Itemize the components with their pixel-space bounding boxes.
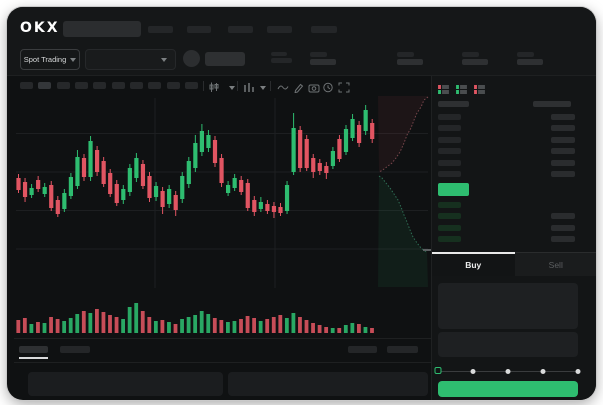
nav-item-placeholder[interactable]	[311, 26, 337, 33]
draw-tool-icon[interactable]	[293, 80, 305, 98]
okx-logo: OKX	[20, 20, 60, 36]
timeframe-slot[interactable]	[112, 82, 125, 89]
timeframe-slot[interactable]	[75, 82, 88, 89]
camera-icon[interactable]	[308, 80, 320, 98]
chevron-down-icon	[70, 57, 77, 62]
search-input[interactable]	[63, 21, 141, 37]
ask-row[interactable]	[438, 123, 586, 135]
timeframe-slot[interactable]	[148, 82, 161, 89]
last-price-badge	[438, 183, 469, 196]
timeframe-slot[interactable]	[130, 82, 143, 89]
pair-name-placeholder[interactable]	[205, 52, 245, 66]
bottom-tab[interactable]	[60, 346, 90, 353]
nav-item-placeholder[interactable]	[267, 26, 292, 33]
timeframe-slot[interactable]	[57, 82, 70, 89]
timeframe-slot[interactable]	[20, 82, 33, 89]
line-tool-icon[interactable]	[277, 80, 289, 98]
ticker-stat-label	[397, 52, 414, 57]
ticker-stat-label	[517, 52, 534, 57]
total-input[interactable]	[438, 332, 578, 357]
bid-row[interactable]	[438, 234, 586, 246]
bottom-tab-active[interactable]	[19, 346, 48, 353]
timeframe-slot[interactable]	[185, 82, 198, 89]
ask-row[interactable]	[438, 169, 586, 181]
chevron-down-icon	[161, 57, 167, 62]
ask-row[interactable]	[438, 157, 586, 169]
ticker-stat-value	[397, 59, 423, 65]
settings-icon[interactable]	[322, 80, 334, 98]
nav-item-placeholder[interactable]	[228, 26, 253, 33]
timeframe-slot[interactable]	[167, 82, 180, 89]
tab-sell[interactable]: Sell	[514, 252, 596, 276]
bottom-action-placeholder[interactable]	[348, 346, 377, 353]
orderbook-trade-panel: Buy Sell	[431, 76, 596, 400]
bid-row[interactable]	[438, 199, 586, 211]
orders-panel-placeholder	[28, 372, 223, 396]
orders-panel-placeholder	[228, 372, 428, 396]
ask-row[interactable]	[438, 111, 586, 123]
app-window: OKX Spot Trading	[7, 7, 596, 400]
orderbook-asks[interactable]	[438, 111, 586, 180]
amount-slider[interactable]	[434, 367, 581, 375]
slider-stop[interactable]	[575, 368, 581, 374]
active-tab-underline	[19, 357, 48, 359]
chevron-down-icon[interactable]	[260, 86, 266, 90]
ask-row[interactable]	[438, 146, 586, 158]
slider-stop[interactable]	[470, 368, 476, 374]
ticker-stat-value	[310, 59, 336, 65]
chevron-down-icon[interactable]	[229, 86, 235, 90]
bid-row[interactable]	[438, 222, 586, 234]
orderbook-bids[interactable]	[438, 199, 586, 245]
market-type-label: Spot Trading	[23, 55, 67, 64]
header: OKX Spot Trading	[7, 7, 596, 76]
pair-selector-dropdown[interactable]	[85, 49, 176, 70]
nav-item-placeholder[interactable]	[148, 26, 173, 33]
tab-buy[interactable]: Buy	[432, 252, 515, 276]
market-type-dropdown[interactable]: Spot Trading	[20, 49, 80, 70]
trade-tabs: Buy Sell	[432, 252, 596, 276]
coin-icon	[183, 50, 200, 67]
bid-row[interactable]	[438, 211, 586, 223]
slider-handle[interactable]	[434, 367, 442, 374]
ticker-stat-value	[517, 59, 543, 65]
orderbook-col-header-price	[438, 101, 469, 107]
last-price-placeholder	[271, 52, 287, 56]
price-change-placeholder	[271, 58, 292, 63]
bottom-action-placeholder[interactable]	[387, 346, 418, 353]
ticker-stat-label	[310, 52, 327, 57]
orderbook-view-asks-icon[interactable]	[474, 84, 486, 95]
buy-submit-button[interactable]	[438, 381, 578, 397]
timeframe-slot[interactable]	[93, 82, 106, 89]
fullscreen-icon[interactable]	[338, 80, 350, 98]
ask-row[interactable]	[438, 134, 586, 146]
ticker-stat-label	[462, 52, 479, 57]
candle-style-icon[interactable]	[208, 80, 220, 98]
timeframe-slot[interactable]	[38, 82, 51, 89]
slider-stop[interactable]	[540, 368, 546, 374]
orderbook-view-bids-icon[interactable]	[456, 84, 468, 95]
orderbook-view-both-icon[interactable]	[438, 84, 450, 95]
orderbook-col-header-amount	[533, 101, 571, 107]
slider-stop[interactable]	[505, 368, 511, 374]
nav-item-placeholder[interactable]	[187, 26, 211, 33]
price-amount-input[interactable]	[438, 283, 578, 329]
ticker-stat-value	[462, 59, 488, 65]
indicators-icon[interactable]	[243, 80, 255, 98]
